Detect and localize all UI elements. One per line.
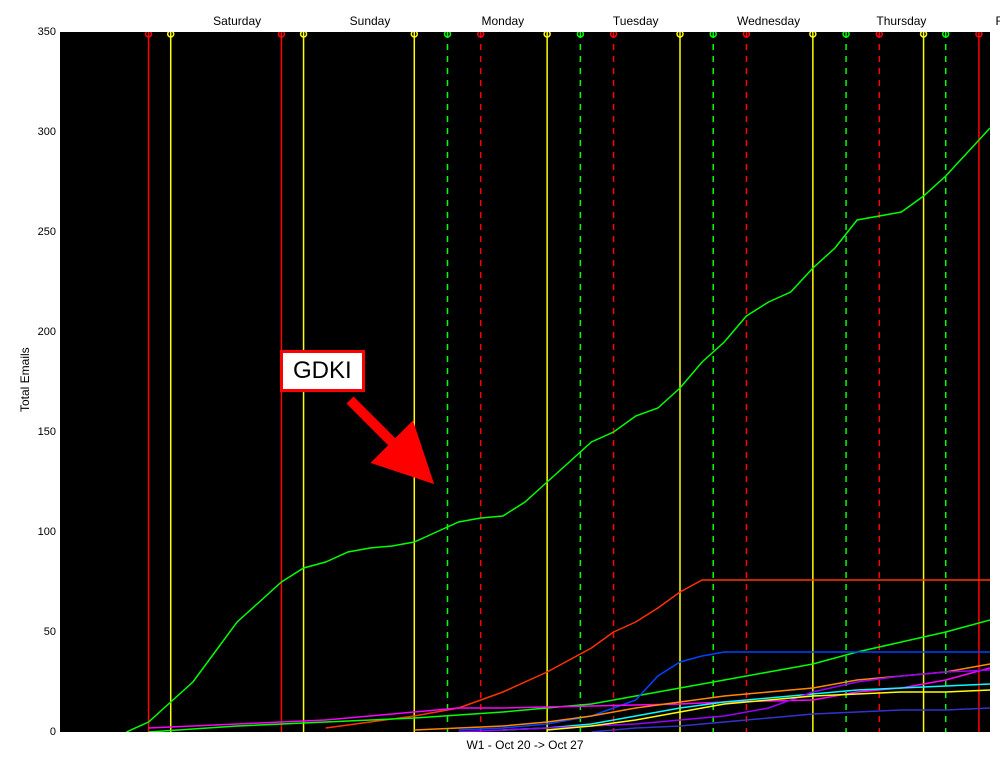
gdki-callout: GDKI bbox=[280, 350, 365, 392]
ytick-label: 300 bbox=[38, 126, 56, 138]
ytick-label: 250 bbox=[38, 226, 56, 238]
day-label: Monday bbox=[481, 14, 524, 28]
day-label: Friday bbox=[995, 14, 1000, 28]
day-label: Sunday bbox=[350, 14, 391, 28]
x-axis-caption: W1 - Oct 20 -> Oct 27 bbox=[466, 738, 583, 752]
day-label: Tuesday bbox=[613, 14, 659, 28]
series-series-orange bbox=[414, 664, 990, 730]
ytick-label: 150 bbox=[38, 426, 56, 438]
ytick-label: 100 bbox=[38, 526, 56, 538]
callout-text: GDKI bbox=[293, 357, 352, 384]
ytick-label: 350 bbox=[38, 26, 56, 38]
y-axis-label: Total Emails bbox=[18, 347, 32, 412]
chart-plot-area bbox=[60, 32, 990, 732]
ytick-label: 200 bbox=[38, 326, 56, 338]
ytick-label: 0 bbox=[50, 726, 56, 738]
ytick-label: 50 bbox=[44, 626, 56, 638]
series-series-green2 bbox=[149, 620, 990, 732]
day-label: Wednesday bbox=[737, 14, 800, 28]
series-series-blue bbox=[459, 652, 990, 730]
day-label: Saturday bbox=[213, 14, 261, 28]
series-series-red bbox=[326, 580, 990, 728]
day-label: Thursday bbox=[876, 14, 926, 28]
series-GDKI bbox=[126, 128, 990, 732]
series-series-darkblue bbox=[591, 708, 990, 732]
